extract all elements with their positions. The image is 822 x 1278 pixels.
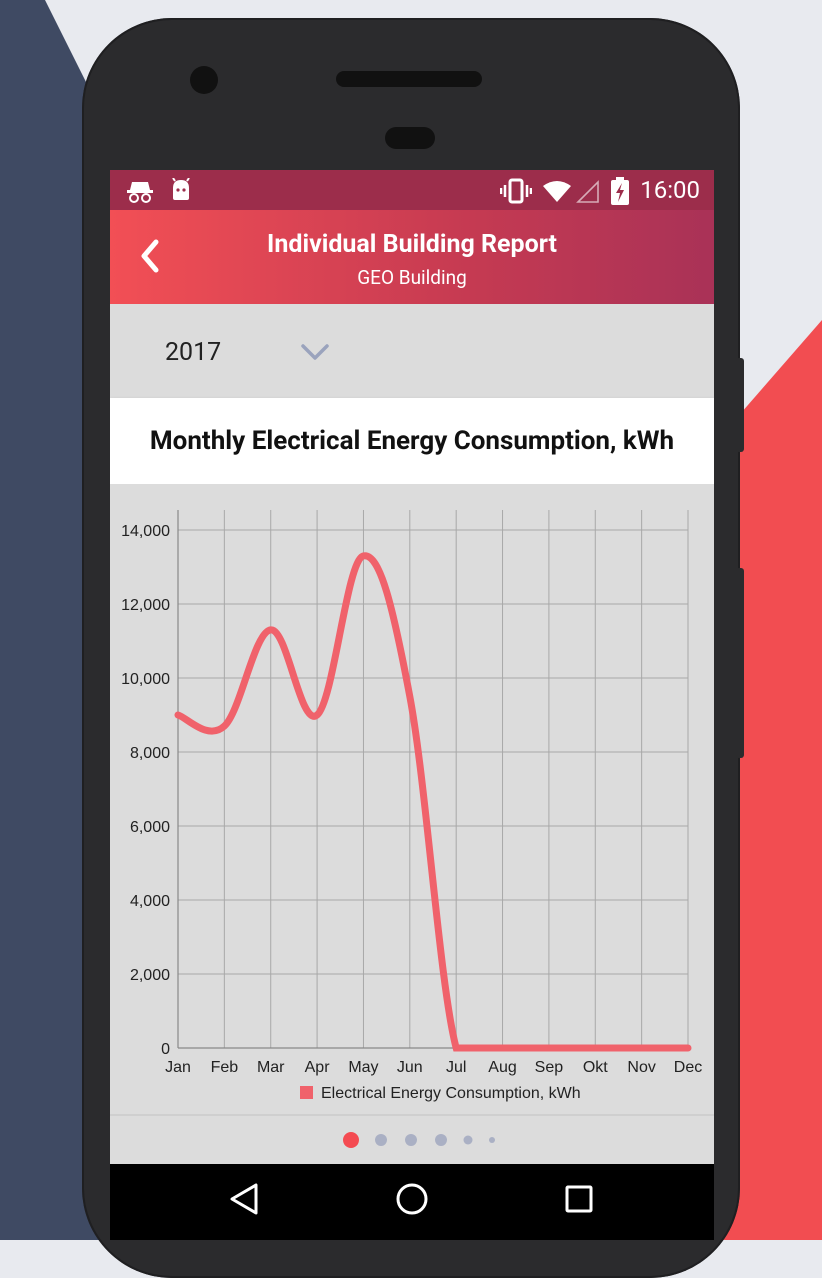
y-tick-label: 14,000 — [121, 523, 170, 540]
earpiece-speaker — [336, 71, 482, 87]
app-bar: Individual Building Report GEO Building — [110, 210, 714, 304]
x-tick-label: May — [348, 1059, 378, 1076]
x-tick-label: Aug — [488, 1059, 516, 1076]
pager-dot[interactable] — [405, 1134, 417, 1146]
pager-dot-active[interactable] — [343, 1132, 359, 1148]
vibrate-icon — [500, 178, 532, 204]
y-tick-label: 10,000 — [121, 671, 170, 688]
battery-charging-icon — [611, 177, 629, 205]
pager-dot[interactable] — [489, 1137, 495, 1143]
y-tick-label: 12,000 — [121, 597, 170, 614]
chart-area: 0 2,000 4,000 6,000 8,000 10,000 12,000 14,000 J… — [110, 484, 714, 1114]
pager-dot[interactable] — [375, 1134, 387, 1146]
incognito-icon — [126, 178, 154, 204]
android-icon — [170, 178, 192, 202]
line-chart: 0 2,000 4,000 6,000 8,000 10,000 12,000 14,000 J… — [110, 484, 714, 1114]
y-tick-label: 4,000 — [130, 893, 170, 910]
y-tick-label: 0 — [161, 1041, 170, 1058]
x-tick-label: Dec — [674, 1059, 702, 1076]
power-button — [736, 358, 744, 452]
legend-swatch — [300, 1086, 313, 1099]
y-tick-label: 8,000 — [130, 745, 170, 762]
x-tick-label: Jul — [446, 1059, 466, 1076]
status-bar: 16:00 — [110, 170, 714, 210]
x-tick-label: Sep — [535, 1059, 564, 1076]
x-tick-label: Mar — [257, 1059, 285, 1076]
chart-title-card: Monthly Electrical Energy Consumption, k… — [110, 398, 714, 484]
wifi-icon — [542, 180, 572, 204]
x-tick-label: Okt — [583, 1059, 608, 1076]
home-circle-icon[interactable] — [395, 1182, 429, 1216]
year-value: 2017 — [165, 338, 221, 367]
volume-button — [736, 568, 744, 758]
year-selector[interactable]: 2017 — [110, 304, 714, 394]
x-tick-label: Apr — [305, 1059, 331, 1076]
page-indicator[interactable] — [110, 1114, 714, 1166]
y-tick-label: 2,000 — [130, 967, 170, 984]
front-camera — [190, 66, 218, 94]
pager-dots[interactable] — [110, 1116, 714, 1166]
x-tick-label: Jun — [397, 1059, 423, 1076]
x-tick-label: Nov — [627, 1059, 655, 1076]
x-tick-label: Jan — [165, 1059, 191, 1076]
legend-label: Electrical Energy Consumption, kWh — [321, 1085, 581, 1102]
page-subtitle: GEO Building — [110, 266, 714, 289]
chevron-down-icon[interactable] — [300, 342, 330, 362]
chart-title: Monthly Electrical Energy Consumption, k… — [110, 426, 714, 456]
signal-icon — [576, 180, 600, 204]
y-tick-label: 6,000 — [130, 819, 170, 836]
page-title: Individual Building Report — [110, 230, 714, 259]
pager-dot[interactable] — [435, 1134, 447, 1146]
status-time: 16:00 — [640, 176, 700, 204]
x-tick-label: Feb — [211, 1059, 239, 1076]
phone-screen: 16:00 Individual Building Report GEO Bui… — [110, 170, 714, 1240]
proximity-sensor — [385, 127, 435, 149]
navigation-bar — [110, 1164, 714, 1240]
pager-dot[interactable] — [464, 1136, 473, 1145]
back-triangle-icon[interactable] — [228, 1182, 262, 1216]
recents-square-icon[interactable] — [562, 1182, 596, 1216]
